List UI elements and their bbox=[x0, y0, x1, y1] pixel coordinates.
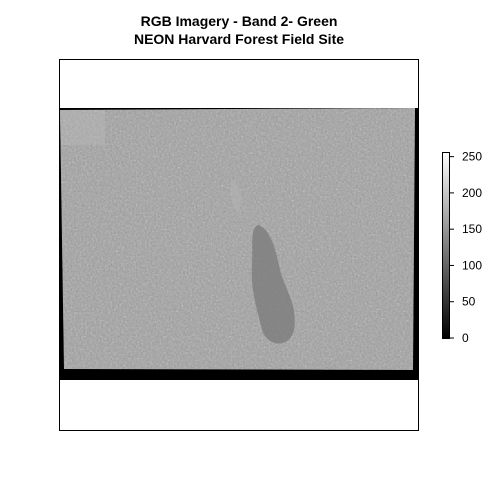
colorbar-tick-label: 50 bbox=[462, 295, 476, 309]
colorbar-tick-label: 200 bbox=[462, 186, 482, 200]
colorbar-tick-label: 100 bbox=[462, 258, 482, 272]
dark-clearing bbox=[251, 225, 295, 344]
chart-title: RGB Imagery - Band 2- Green NEON Harvard… bbox=[0, 12, 478, 48]
colorbar-tick-label: 0 bbox=[462, 331, 469, 345]
colorbar-tick-label: 150 bbox=[462, 222, 482, 236]
colorbar-gradient bbox=[442, 152, 450, 339]
chart-title-line-1: RGB Imagery - Band 2- Green bbox=[140, 13, 338, 29]
chart-title-line-2: NEON Harvard Forest Field Site bbox=[133, 31, 345, 47]
colorbar: 0 50 100 150 200 250 bbox=[442, 150, 482, 345]
raster-image bbox=[60, 108, 415, 370]
colorbar-tick-label: 250 bbox=[462, 150, 482, 164]
